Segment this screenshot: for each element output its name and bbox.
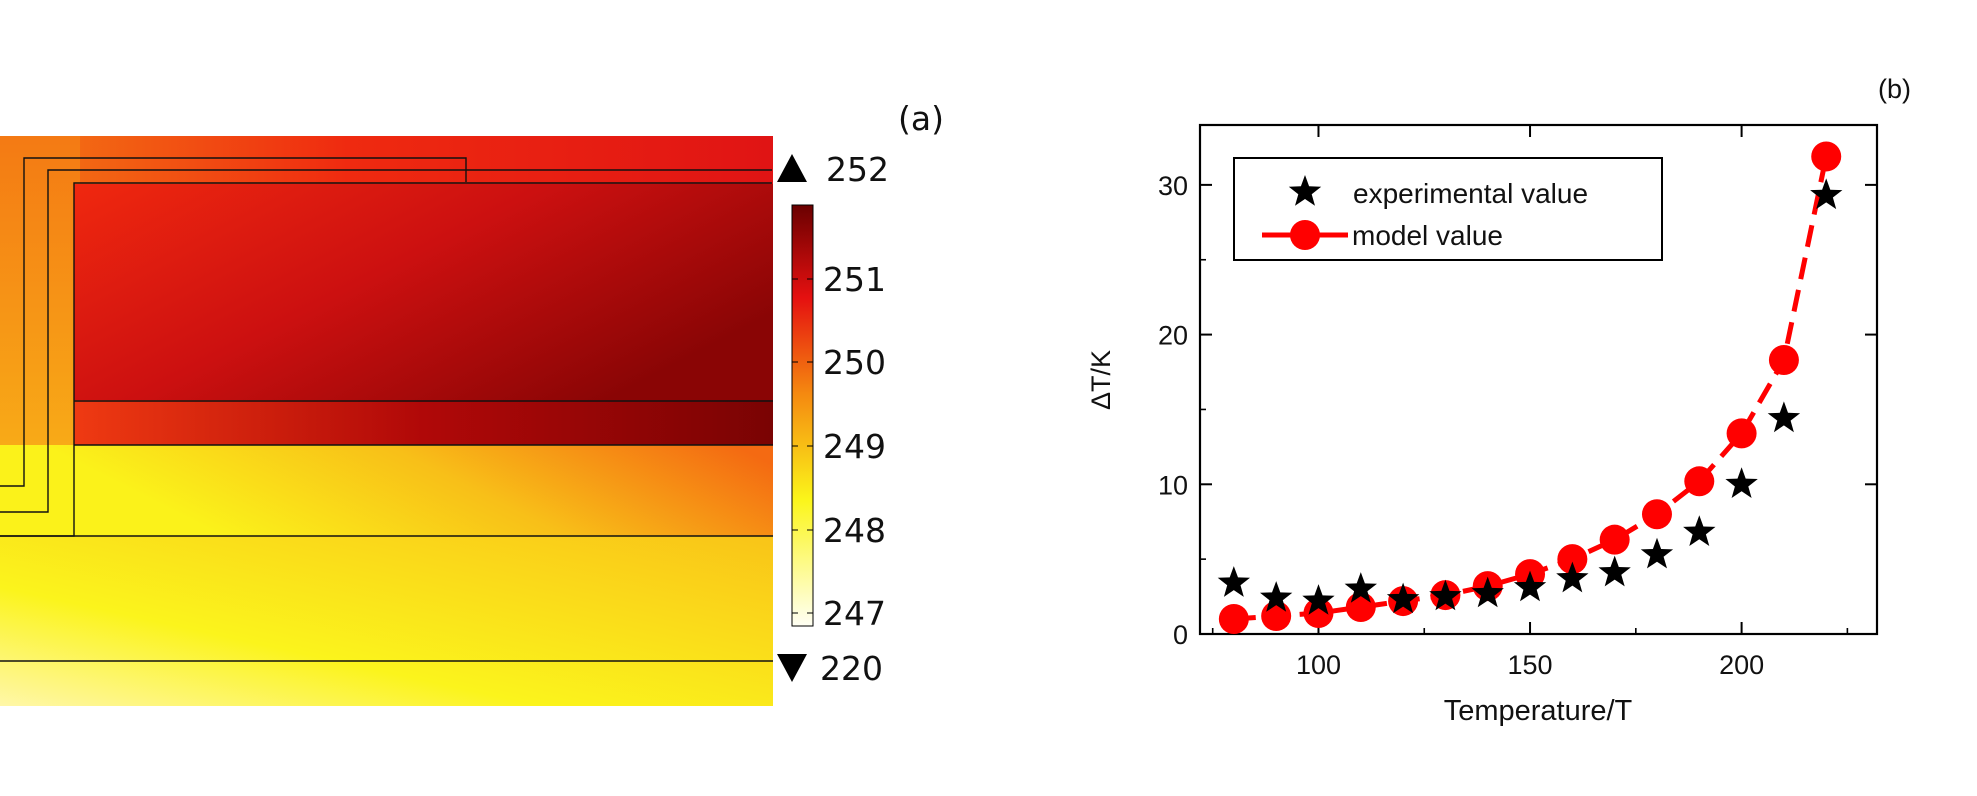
- field-core-region: [74, 184, 773, 401]
- plot-frame: [1198, 123, 1879, 636]
- y-tick-label: 30: [1158, 171, 1188, 201]
- panel-b-label: (b): [1878, 74, 1911, 104]
- x-tick-label: 150: [1508, 650, 1553, 680]
- experimental-value-point: [1640, 537, 1674, 569]
- axes: 100 150 200 0 10 20 30: [1158, 125, 1877, 680]
- colorbar-tick-label: 248: [823, 511, 886, 550]
- y-tick-label: 10: [1158, 470, 1188, 500]
- model-value-point: [1261, 601, 1292, 632]
- y-axis-label: ΔT/K: [1086, 350, 1116, 410]
- experimental-value-point: [1344, 572, 1377, 603]
- field-bottom-region: [0, 536, 773, 706]
- colorbar-tick-label: 249: [823, 427, 886, 466]
- y-tick-label: 20: [1158, 321, 1188, 351]
- experimental-value-point: [1217, 566, 1250, 597]
- colorbar-min-value: 220: [820, 649, 883, 688]
- data-series: [1217, 141, 1843, 635]
- model-value-point: [1811, 141, 1842, 172]
- model-value-point: [1768, 345, 1799, 376]
- experimental-value-point: [1598, 555, 1631, 587]
- model-value-point: [1641, 499, 1672, 530]
- colorbar-tick-label: 247: [823, 594, 886, 633]
- legend-circle-icon: [1290, 220, 1320, 250]
- experimental-value-point: [1471, 576, 1504, 608]
- colorbar: [791, 204, 814, 627]
- model-value-point: [1726, 418, 1757, 449]
- model-value-point: [1218, 604, 1249, 635]
- panel-a-label: (a): [898, 99, 944, 138]
- field-lower-region: [0, 445, 773, 537]
- model-value-point: [1599, 524, 1630, 555]
- model-value-point: [1345, 592, 1376, 623]
- experimental-value-point: [1302, 584, 1335, 615]
- x-axis-label: Temperature/T: [1444, 695, 1633, 727]
- experimental-value-point: [1429, 579, 1462, 611]
- colorbar-tick-label: 251: [823, 260, 886, 299]
- model-value-point: [1557, 544, 1588, 575]
- experimental-value-point: [1556, 561, 1589, 593]
- experimental-value-point: [1260, 581, 1293, 612]
- model-value-point: [1684, 466, 1715, 497]
- colorbar-max-value: 252: [826, 150, 889, 189]
- experimental-value-point: [1513, 570, 1547, 602]
- colorbar-min-arrow: [777, 654, 807, 682]
- experimental-value-point: [1683, 515, 1716, 546]
- experimental-value-point: [1767, 401, 1801, 433]
- experimental-value-point: [1386, 582, 1420, 614]
- colorbar-tick-label: 250: [823, 343, 886, 382]
- field-hot-band: [74, 400, 773, 445]
- legend-model-label: model value: [1352, 220, 1503, 251]
- colorbar-max-arrow: [777, 154, 807, 182]
- x-tick-label: 100: [1296, 650, 1341, 680]
- legend-star-icon: [1288, 175, 1322, 206]
- experimental-value-point: [1725, 467, 1758, 498]
- model-value-point: [1303, 598, 1334, 629]
- experimental-value-point: [1810, 178, 1843, 210]
- colorbar-ticks: [792, 278, 813, 614]
- geometry-outlines: [0, 157, 773, 662]
- legend-experimental-label: experimental value: [1353, 178, 1588, 209]
- legend: experimental value model value: [1233, 157, 1663, 261]
- temperature-field-panel: (a) 252 251 250 249 248 247 220: [0, 99, 944, 706]
- x-tick-label: 200: [1719, 650, 1764, 680]
- y-tick-label: 0: [1173, 620, 1188, 650]
